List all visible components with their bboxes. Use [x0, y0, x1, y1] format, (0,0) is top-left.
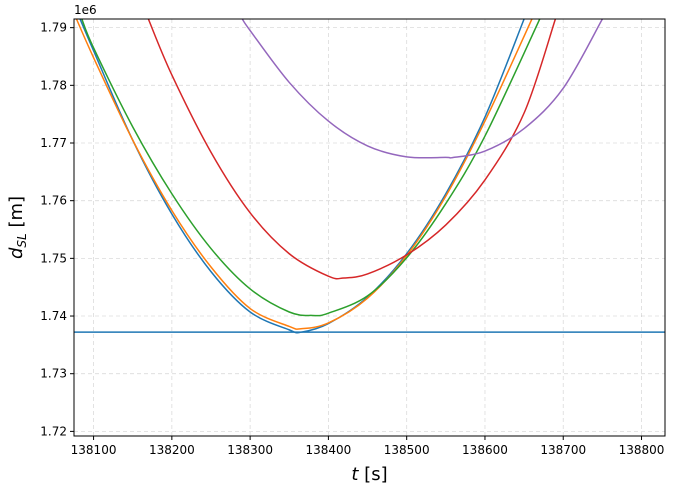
y-tick-label: 1.79	[40, 21, 67, 35]
y-tick-label: 1.78	[40, 78, 67, 92]
x-tick-label: 138800	[619, 443, 665, 457]
y-axis-unit: [m]	[6, 196, 27, 233]
y-tick-label: 1.73	[40, 367, 67, 381]
y-tick-label: 1.72	[40, 424, 67, 438]
y-axis-subscript: SL	[15, 233, 29, 247]
y-axis-label: dSL [m]	[6, 196, 29, 259]
series-layer	[74, 19, 665, 334]
x-tick-label: 138200	[149, 443, 195, 457]
series-line-4	[147, 19, 557, 280]
y-axis-var: d	[6, 247, 27, 259]
x-tick-label: 138500	[384, 443, 430, 457]
y-tick-label: 1.77	[40, 136, 67, 150]
y-tick-label: 1.75	[40, 251, 67, 265]
y-tick-label: 1.76	[40, 194, 67, 208]
grid	[74, 19, 665, 436]
x-tick-label: 138600	[462, 443, 508, 457]
x-tick-label: 138100	[71, 443, 117, 457]
x-tick-label: 138400	[305, 443, 351, 457]
series-line-2	[75, 19, 533, 330]
x-tick-label: 138700	[540, 443, 586, 457]
x-tick-label: 138300	[227, 443, 273, 457]
x-axis-unit: [s]	[358, 464, 387, 485]
series-line-3	[81, 19, 541, 317]
y-offset-label: 1e6	[74, 3, 97, 17]
y-tick-label: 1.74	[40, 309, 67, 323]
series-line-1	[79, 19, 525, 334]
series-line-5	[241, 19, 604, 159]
ticks: 138100 138200 138300 138400 138500 138600 1387…	[40, 21, 664, 457]
x-axis-var: t	[351, 464, 359, 485]
x-axis-label: t [s]	[351, 464, 387, 485]
plot-frame	[73, 18, 666, 437]
